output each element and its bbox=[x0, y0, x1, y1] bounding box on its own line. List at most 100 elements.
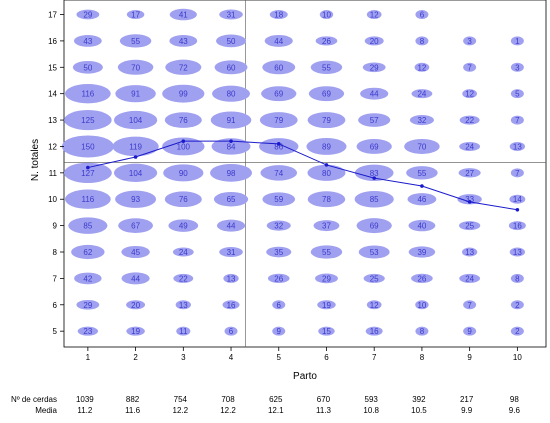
bubble-label: 116 bbox=[81, 195, 94, 204]
bubble bbox=[73, 35, 102, 47]
bubble-label: 91 bbox=[131, 90, 140, 99]
y-tick-label: 14 bbox=[48, 90, 57, 99]
bubble bbox=[509, 141, 526, 151]
bubble-label: 22 bbox=[179, 274, 188, 283]
bubble-label: 69 bbox=[370, 142, 379, 151]
bubble-label: 33 bbox=[465, 195, 474, 204]
bubble bbox=[121, 245, 150, 259]
bubble bbox=[71, 244, 105, 260]
bubble-label: 12 bbox=[370, 11, 379, 20]
bubble bbox=[414, 62, 430, 72]
bubble bbox=[362, 62, 386, 73]
bubble bbox=[74, 272, 102, 285]
bubble bbox=[259, 138, 299, 155]
y-tick-label: 11 bbox=[49, 169, 58, 178]
bubble bbox=[172, 247, 194, 257]
mean-line-layer bbox=[86, 139, 520, 212]
table-mean-cell: 10.8 bbox=[363, 406, 379, 415]
bubble bbox=[406, 166, 438, 180]
y-tick-label: 10 bbox=[48, 195, 57, 204]
bubble bbox=[115, 85, 156, 103]
table-mean-cell: 12.1 bbox=[268, 406, 284, 415]
bubble bbox=[112, 136, 159, 157]
x-axis-label: Parto bbox=[293, 371, 317, 382]
bubble-label: 23 bbox=[83, 327, 92, 336]
table-count-cell: 392 bbox=[412, 395, 426, 404]
y-tick-label: 13 bbox=[48, 116, 57, 125]
bubble bbox=[510, 62, 524, 72]
bubble-label: 2 bbox=[515, 327, 520, 336]
bubble bbox=[126, 300, 146, 310]
mean-point bbox=[515, 207, 520, 212]
bubble bbox=[463, 36, 477, 46]
bubble bbox=[508, 221, 526, 231]
bubble-label: 26 bbox=[274, 274, 283, 283]
table-row-label-mean: Media bbox=[35, 406, 57, 415]
bubble-label: 55 bbox=[322, 248, 331, 257]
bubble-label: 83 bbox=[370, 169, 379, 178]
bubble-label: 80 bbox=[227, 90, 236, 99]
bubble-label: 100 bbox=[177, 142, 191, 151]
bubble bbox=[262, 60, 296, 75]
bubble bbox=[307, 164, 346, 181]
bubble bbox=[117, 59, 154, 75]
bubble bbox=[61, 135, 114, 158]
bubble-label: 7 bbox=[467, 301, 472, 310]
x-axis: 1 2 3 4 5 6 7 8 9 10 bbox=[86, 347, 522, 362]
bubble bbox=[360, 87, 389, 100]
bubble bbox=[366, 10, 382, 20]
x-tick-label: 6 bbox=[324, 353, 329, 362]
bubble bbox=[222, 300, 240, 310]
table-mean-cell: 11.6 bbox=[125, 406, 141, 415]
y-tick-label: 12 bbox=[48, 142, 57, 151]
bubble-label: 93 bbox=[131, 195, 140, 204]
bubble bbox=[306, 137, 347, 155]
bubble bbox=[315, 36, 338, 46]
table-mean-cell: 12.2 bbox=[173, 406, 189, 415]
bubble bbox=[509, 194, 526, 204]
table-mean-cell: 9.6 bbox=[509, 406, 521, 415]
bubble bbox=[407, 193, 437, 206]
bubble bbox=[457, 194, 482, 205]
bubble bbox=[262, 192, 296, 207]
bubble bbox=[168, 219, 199, 232]
x-tick-label: 10 bbox=[513, 353, 522, 362]
bubble bbox=[510, 89, 524, 99]
bubble-label: 70 bbox=[131, 63, 140, 72]
bubble bbox=[126, 326, 145, 336]
bubble-label: 119 bbox=[129, 142, 142, 151]
table-count-cell: 1039 bbox=[76, 395, 94, 404]
bubble bbox=[64, 110, 112, 131]
bubble-label: 3 bbox=[515, 63, 520, 72]
table-count-cell: 98 bbox=[510, 395, 519, 404]
bubble-label: 14 bbox=[513, 195, 522, 204]
bubble-label: 6 bbox=[229, 327, 234, 336]
bubble-label: 10 bbox=[322, 11, 331, 20]
y-tick-label: 16 bbox=[48, 37, 57, 46]
bubble bbox=[213, 191, 249, 207]
table-mean-cell: 12.2 bbox=[220, 406, 236, 415]
bubble-label: 25 bbox=[370, 274, 379, 283]
bubble bbox=[310, 60, 343, 74]
bubble-label: 55 bbox=[131, 37, 140, 46]
table-count-cell: 670 bbox=[317, 395, 331, 404]
y-tick-label: 6 bbox=[53, 301, 58, 310]
bubble bbox=[223, 273, 239, 283]
bubble bbox=[409, 114, 434, 126]
bubble bbox=[212, 85, 251, 102]
bubble-label: 26 bbox=[417, 274, 426, 283]
bubble-label: 84 bbox=[227, 142, 236, 151]
bubble bbox=[211, 138, 251, 155]
bubble-label: 55 bbox=[322, 63, 331, 72]
x-tick-label: 2 bbox=[133, 353, 138, 362]
bubble-label: 11 bbox=[179, 327, 188, 336]
bubble-label: 44 bbox=[227, 222, 236, 231]
bubble-label: 32 bbox=[417, 116, 426, 125]
mean-point bbox=[372, 176, 376, 180]
bubble-label: 76 bbox=[179, 195, 188, 204]
bubble-label: 116 bbox=[81, 90, 94, 99]
y-tick-label: 5 bbox=[53, 327, 58, 336]
bubble-label: 27 bbox=[465, 169, 474, 178]
bubble-label: 78 bbox=[322, 195, 331, 204]
bubble bbox=[307, 191, 346, 208]
